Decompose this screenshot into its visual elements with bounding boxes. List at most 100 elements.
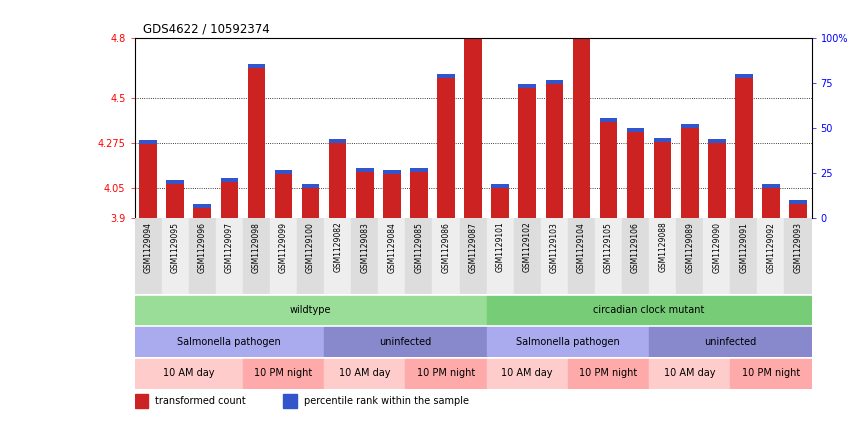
Bar [161,218,188,294]
Text: wildtype: wildtype [290,305,332,315]
Bar [487,359,568,387]
Text: GSM1129085: GSM1129085 [414,222,424,272]
Bar [378,218,405,294]
Text: percentile rank within the sample: percentile rank within the sample [304,396,469,406]
Text: GSM1129091: GSM1129091 [740,222,748,272]
Bar [708,139,726,143]
Bar [600,118,617,122]
Bar [135,359,243,387]
Text: 10 PM night: 10 PM night [742,368,800,378]
Bar [703,218,730,294]
Bar [789,200,807,204]
Text: GSM1129100: GSM1129100 [306,222,315,272]
Bar [622,218,649,294]
Bar [437,78,455,218]
Text: GSM1129099: GSM1129099 [279,222,288,273]
Bar [274,170,293,174]
Bar [568,359,649,387]
Text: GSM1129097: GSM1129097 [225,222,233,273]
Bar [274,174,293,218]
Text: GSM1129087: GSM1129087 [469,222,477,272]
Text: 10 AM day: 10 AM day [339,368,391,378]
Text: GSM1129090: GSM1129090 [713,222,721,273]
Bar [491,188,509,218]
Bar [459,218,487,294]
Bar [410,172,428,218]
Bar [432,218,459,294]
Text: 10 AM day: 10 AM day [502,368,553,378]
Bar [676,218,703,294]
Bar [167,184,184,218]
Text: GSM1129088: GSM1129088 [658,222,667,272]
Text: GSM1129106: GSM1129106 [631,222,640,272]
Bar [514,218,541,294]
Bar [302,184,319,188]
Bar [487,327,649,356]
Bar [681,128,699,218]
Bar [194,208,211,218]
Bar [356,168,373,172]
Bar [194,204,211,208]
Bar [568,218,595,294]
Bar [654,142,672,218]
Bar [216,218,243,294]
Bar [383,174,401,218]
Bar [649,359,730,387]
Bar [649,327,812,356]
Bar [329,139,346,143]
Bar [627,132,644,218]
Text: 10 PM night: 10 PM night [579,368,638,378]
Bar [627,128,644,132]
Text: GSM1129082: GSM1129082 [333,222,342,272]
Bar [487,218,514,294]
Bar [654,138,672,142]
Text: uninfected: uninfected [704,337,756,346]
Text: transformed count: transformed count [155,396,246,406]
Bar [356,172,373,218]
Text: GSM1129105: GSM1129105 [604,222,613,272]
Text: GSM1129096: GSM1129096 [198,222,207,273]
Bar [545,84,563,218]
Text: GSM1129104: GSM1129104 [577,222,586,272]
Text: 10 AM day: 10 AM day [664,368,715,378]
Bar [167,180,184,184]
Bar [437,74,455,78]
Bar [324,359,405,387]
Bar [352,218,378,294]
Bar [410,168,428,172]
Text: 10 AM day: 10 AM day [163,368,214,378]
Text: GSM1129102: GSM1129102 [523,222,532,272]
Bar [762,184,779,188]
Bar [324,218,352,294]
Text: GSM1129103: GSM1129103 [549,222,559,272]
Text: GDS4622 / 10592374: GDS4622 / 10592374 [143,23,270,36]
Bar [188,218,216,294]
Bar [247,68,266,218]
Text: GSM1129089: GSM1129089 [685,222,694,272]
Bar [220,182,238,218]
Bar [135,218,161,294]
Bar [491,184,509,188]
Text: GSM1129098: GSM1129098 [252,222,261,272]
Bar [789,204,807,218]
Bar [302,188,319,218]
Bar [284,393,297,409]
Text: uninfected: uninfected [379,337,431,346]
Bar [545,80,563,84]
Bar [649,218,676,294]
Text: Salmonella pathogen: Salmonella pathogen [177,337,281,346]
Text: GSM1129095: GSM1129095 [171,222,180,273]
Bar [220,178,238,182]
Bar [573,34,590,38]
Bar [405,218,432,294]
Bar [247,64,266,68]
Bar [518,88,536,218]
Text: GSM1129083: GSM1129083 [360,222,369,272]
Bar [487,296,812,324]
Bar [730,359,812,387]
Bar [464,34,482,38]
Bar [730,218,758,294]
Bar [135,327,324,356]
Bar [270,218,297,294]
Bar [329,143,346,218]
